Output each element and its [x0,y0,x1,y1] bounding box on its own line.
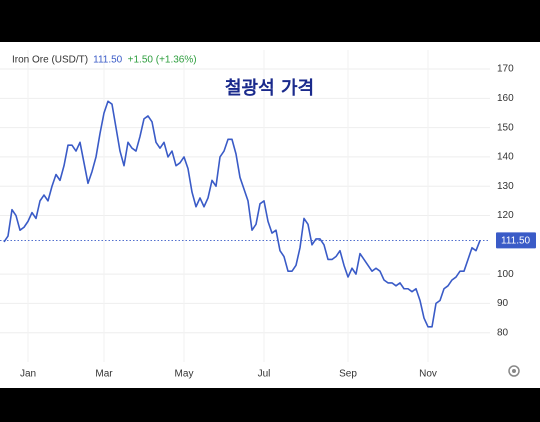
plot: 80 90 100 120 130 140 150 160 170 Jan Mar May Jul Sep… [0,50,536,380]
y-tick-label: 140 [497,152,514,163]
y-tick-label: 150 [497,122,514,133]
last-price-tag [496,232,536,249]
x-tick-label: Jul [258,369,271,380]
last-price-label: 111.50 [501,236,531,247]
x-tick-label: Nov [419,369,437,380]
chart-background [0,42,540,388]
x-tick-label: May [175,369,194,380]
gear-inner[interactable] [512,369,516,373]
y-tick-label: 90 [497,298,509,309]
gear-outer[interactable] [508,365,520,377]
x-tick-label: Mar [95,369,113,380]
y-tick-label: 120 [497,210,514,221]
settings-icon[interactable] [508,365,520,377]
price-change: +1.50 (+1.36%) [128,55,197,66]
y-tick-label: 130 [497,181,514,192]
y-tick-label: 170 [497,64,514,75]
instrument-name: Iron Ore (USD/T) [12,55,88,66]
price-line [3,100,481,328]
x-tick-label: Jan [20,369,36,380]
y-tick-label: 100 [497,269,514,280]
price: 111.50 [93,55,123,66]
y-tick-label: 160 [497,93,514,104]
x-tick-label: Sep [339,369,357,380]
chart-title: 철광석 가격 [225,78,314,99]
y-tick-label: 80 [497,327,509,338]
